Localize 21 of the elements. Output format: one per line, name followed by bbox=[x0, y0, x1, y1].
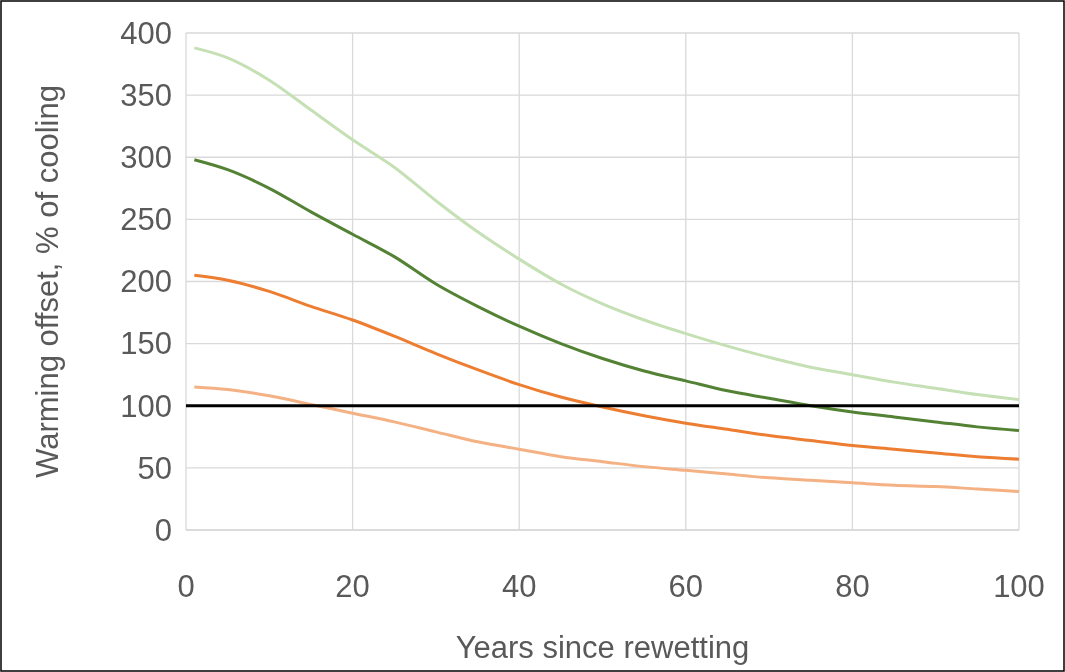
y-tick-label: 50 bbox=[137, 450, 172, 486]
x-tick-label: 40 bbox=[501, 569, 537, 604]
y-tick-label: 250 bbox=[120, 202, 172, 238]
x-tick-label: 0 bbox=[177, 569, 195, 604]
x-tick-label: 100 bbox=[993, 569, 1045, 604]
y-tick-label: 350 bbox=[120, 77, 172, 113]
line-series bbox=[192, 385, 1021, 493]
y-axis-title: Warming offset, % of cooling bbox=[30, 85, 65, 478]
y-tick-label: 0 bbox=[154, 512, 172, 548]
y-tick-label: 150 bbox=[120, 326, 172, 362]
x-tick-label: 80 bbox=[835, 569, 870, 604]
line-series bbox=[192, 158, 1021, 433]
line-series bbox=[192, 273, 1021, 461]
line-series bbox=[192, 46, 1021, 402]
x-axis-title: Years since rewetting bbox=[455, 630, 750, 665]
y-tick-label: 400 bbox=[120, 15, 172, 51]
y-tick-label: 300 bbox=[120, 140, 172, 176]
x-tick-label: 60 bbox=[668, 569, 704, 604]
y-tick-label: 200 bbox=[120, 264, 172, 300]
x-tick-label: 20 bbox=[335, 569, 370, 604]
y-tick-label: 100 bbox=[120, 388, 172, 424]
